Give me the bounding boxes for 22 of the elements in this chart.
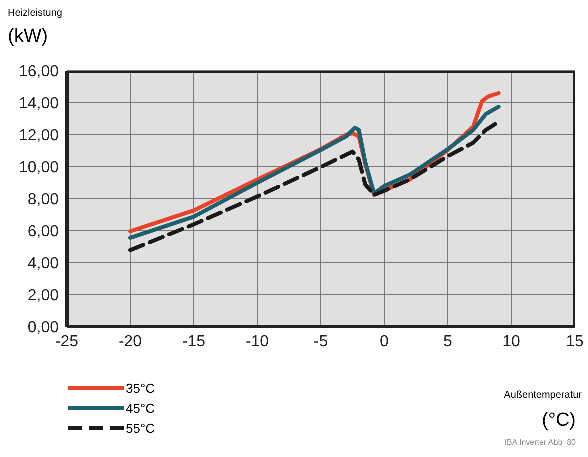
x-tick-label: -10 xyxy=(246,333,270,350)
y-tick-label: 6,00 xyxy=(28,224,60,241)
x-tick-label: 15 xyxy=(566,333,584,350)
y-axis-title: Heizleistung (kW) xyxy=(8,8,62,48)
x-tick-label: -15 xyxy=(182,333,206,350)
legend-label: 35°C xyxy=(126,380,156,396)
y-tick-label: 14,00 xyxy=(18,96,60,113)
legend-label: 55°C xyxy=(126,420,156,436)
x-axis-title: Außentemperatur (°C) xyxy=(504,390,582,432)
x-tick-label: 5 xyxy=(444,333,453,350)
x-tick-label: -20 xyxy=(118,333,142,350)
x-tick-label: 10 xyxy=(502,333,520,350)
y-tick-label: 2,00 xyxy=(28,288,60,305)
y-tick-label: 4,00 xyxy=(28,256,60,273)
x-tick-label: 0 xyxy=(380,333,390,350)
legend-label: 45°C xyxy=(126,400,156,416)
y-tick-label: 8,00 xyxy=(28,192,60,209)
y-tick-label: 10,00 xyxy=(18,160,60,177)
y-tick-label: 16,00 xyxy=(18,64,60,81)
y-tick-label: 12,00 xyxy=(18,128,60,145)
x-tick-label: -5 xyxy=(314,333,328,350)
text: IBA Inverter Abb_80 xyxy=(504,438,576,447)
